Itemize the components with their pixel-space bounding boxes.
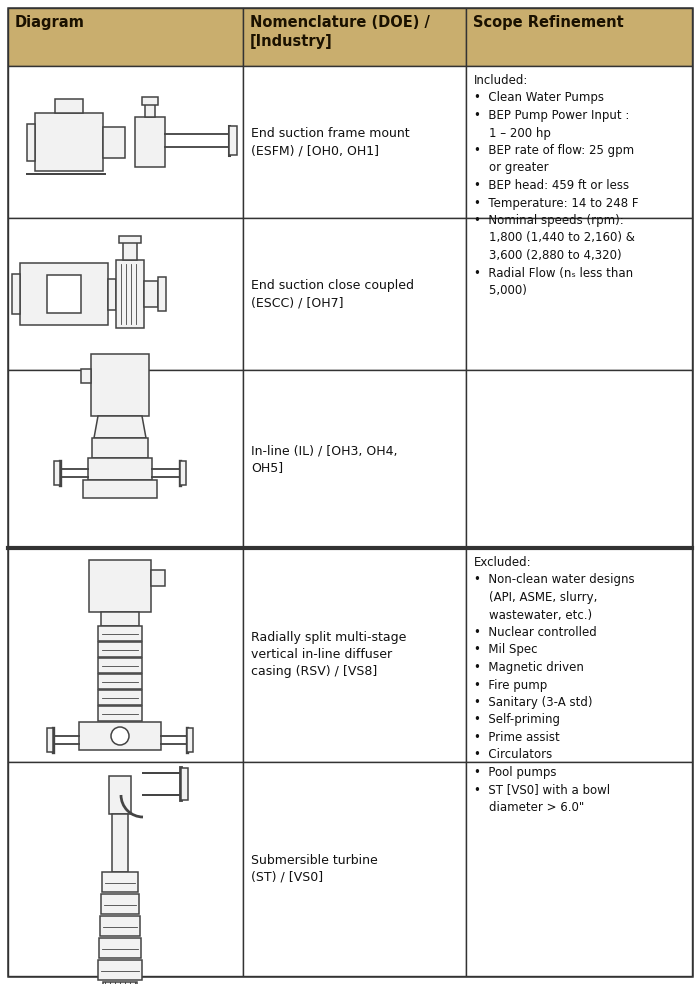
Bar — [35, 113, 103, 171]
Bar — [98, 658, 142, 673]
Bar — [243, 218, 466, 370]
Bar — [55, 99, 83, 113]
Bar — [47, 728, 53, 752]
Bar — [92, 438, 148, 458]
Bar — [144, 281, 158, 307]
Bar — [98, 626, 142, 641]
Text: In-line (IL) / [OH3, OH4,
OH5]: In-line (IL) / [OH3, OH4, OH5] — [251, 444, 398, 474]
Bar — [151, 570, 165, 586]
Bar — [20, 263, 108, 325]
Bar — [108, 279, 116, 310]
Bar — [8, 218, 243, 370]
Bar — [180, 461, 186, 485]
Bar — [98, 674, 142, 689]
Bar — [466, 218, 692, 370]
Text: Nomenclature (DOE) /
[Industry]: Nomenclature (DOE) / [Industry] — [250, 15, 430, 48]
Bar — [229, 126, 237, 155]
Bar — [466, 370, 692, 548]
Bar — [98, 690, 142, 705]
Text: End suction frame mount
(ESFM) / [OH0, OH1]: End suction frame mount (ESFM) / [OH0, O… — [251, 127, 410, 157]
Bar — [466, 548, 692, 762]
Bar — [12, 274, 20, 314]
Bar — [81, 369, 91, 383]
Bar — [466, 66, 692, 218]
Bar — [101, 612, 139, 626]
Text: End suction close coupled
(ESCC) / [OH7]: End suction close coupled (ESCC) / [OH7] — [251, 279, 414, 309]
Bar — [8, 8, 243, 66]
Polygon shape — [94, 416, 146, 438]
Bar — [89, 560, 151, 612]
Text: Submersible turbine
(ST) / [VS0]: Submersible turbine (ST) / [VS0] — [251, 854, 378, 884]
Bar — [112, 814, 128, 872]
Text: Diagram: Diagram — [15, 15, 85, 30]
Bar — [100, 916, 140, 936]
Bar — [98, 706, 142, 721]
Bar — [27, 124, 35, 161]
Bar — [243, 370, 466, 548]
Bar — [243, 66, 466, 218]
Text: Included:
•  Clean Water Pumps
•  BEP Pump Power Input :
    1 – 200 hp
•  BEP r: Included: • Clean Water Pumps • BEP Pump… — [474, 74, 638, 297]
Bar — [79, 722, 161, 750]
Bar — [103, 127, 125, 158]
Bar — [101, 894, 139, 914]
Bar — [145, 103, 155, 117]
Bar — [142, 97, 158, 105]
Bar — [466, 762, 692, 976]
Bar — [83, 480, 157, 498]
Bar — [47, 275, 81, 313]
Text: Excluded:
•  Non-clean water designs
    (API, ASME, slurry,
    wastewater, etc: Excluded: • Non-clean water designs (API… — [474, 556, 635, 814]
Bar — [243, 548, 466, 762]
Bar — [8, 66, 243, 218]
Bar — [187, 728, 193, 752]
Bar — [243, 762, 466, 976]
Circle shape — [111, 727, 129, 745]
Bar — [8, 370, 243, 548]
Bar — [119, 236, 141, 243]
Bar — [158, 277, 166, 311]
Bar — [466, 8, 692, 66]
Text: Scope Refinement: Scope Refinement — [473, 15, 624, 30]
Bar — [88, 458, 152, 480]
Text: Radially split multi-stage
vertical in-line diffuser
casing (RSV) / [VS8]: Radially split multi-stage vertical in-l… — [251, 632, 407, 679]
Bar — [91, 354, 149, 416]
Bar — [109, 776, 131, 814]
Bar — [243, 8, 466, 66]
Bar — [135, 117, 165, 167]
Bar — [102, 872, 138, 892]
Bar — [8, 762, 243, 976]
Bar — [98, 642, 142, 657]
Bar — [8, 548, 243, 762]
Bar — [116, 260, 144, 328]
Bar — [99, 938, 141, 958]
Bar — [103, 982, 137, 984]
Bar — [98, 960, 142, 980]
Bar — [123, 242, 137, 260]
Bar — [54, 461, 60, 485]
Bar — [181, 768, 188, 800]
